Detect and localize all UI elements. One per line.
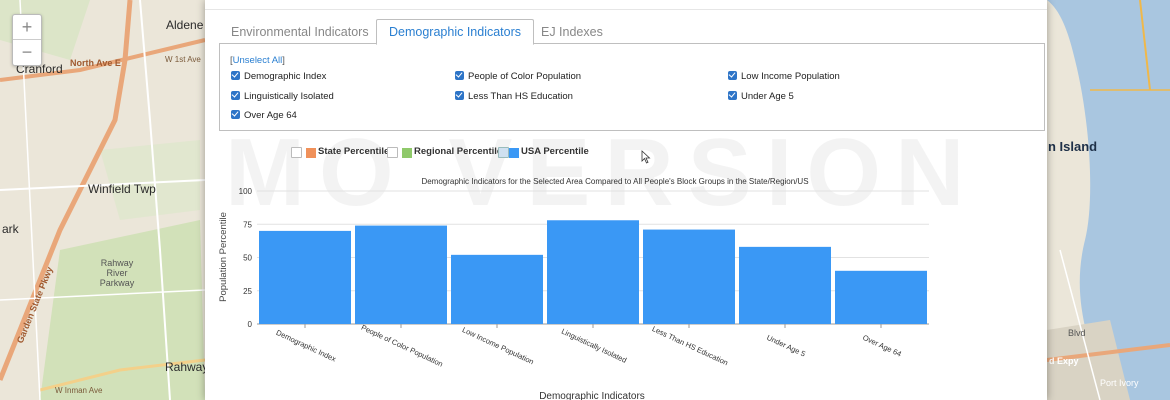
x-tick-label: Under Age 5 bbox=[765, 333, 807, 359]
checkbox-less-than-hs[interactable]: Less Than HS Education bbox=[455, 91, 573, 102]
legend-swatch-regional bbox=[402, 148, 412, 158]
checkbox-people-of-color[interactable]: People of Color Population bbox=[455, 71, 581, 82]
legend-label: Regional Percentile bbox=[414, 146, 503, 157]
x-tick-label: People of Color Population bbox=[360, 323, 445, 369]
x-tick-label: Over Age 64 bbox=[861, 333, 903, 359]
zoom-control: + − bbox=[12, 14, 42, 66]
y-tick-label: 25 bbox=[243, 287, 252, 296]
unselect-bracket-close: ] bbox=[282, 55, 285, 66]
map-label-island: n Island bbox=[1048, 139, 1098, 154]
bar-usa-percentile bbox=[739, 246, 831, 324]
chart-y-axis-label: Population Percentile bbox=[218, 212, 229, 302]
bar-usa-percentile bbox=[451, 254, 543, 324]
tab-demographic-indicators[interactable]: Demographic Indicators bbox=[376, 19, 535, 45]
map-label-aldene: Aldene bbox=[166, 18, 204, 32]
legend-swatch-usa bbox=[509, 148, 519, 158]
y-tick-label: 100 bbox=[239, 187, 253, 196]
checkbox-checked-icon[interactable] bbox=[728, 71, 737, 80]
checkbox-demographic-index[interactable]: Demographic Index bbox=[231, 71, 326, 82]
map-label-rahway-river-parkway: Rahway River Parkway bbox=[99, 258, 135, 288]
bar-usa-percentile bbox=[259, 230, 351, 324]
legend-label: USA Percentile bbox=[521, 146, 589, 157]
dialog-top-strip bbox=[205, 0, 1047, 10]
bar-usa-percentile bbox=[355, 225, 447, 324]
map-label-north-ave: North Ave E bbox=[70, 58, 121, 68]
x-tick-label: Linguistically Isolated bbox=[560, 327, 628, 365]
bar-usa-percentile bbox=[643, 229, 735, 324]
zoom-out-button[interactable]: − bbox=[13, 39, 41, 64]
checkbox-checked-icon[interactable] bbox=[455, 71, 464, 80]
legend-swatch-state bbox=[306, 148, 316, 158]
unselect-all-link[interactable]: Unselect All bbox=[232, 55, 283, 66]
tab-underline bbox=[219, 43, 1045, 44]
mouse-cursor-icon bbox=[641, 150, 651, 164]
x-tick-label: Less Than HS Education bbox=[651, 324, 730, 367]
chart-plot-area: 0 25 50 75 100 Demographic Index People of Col… bbox=[239, 187, 929, 369]
checkbox-label: Over Age 64 bbox=[244, 110, 297, 121]
checkbox-label: Linguistically Isolated bbox=[244, 91, 334, 102]
checkbox-low-income[interactable]: Low Income Population bbox=[728, 71, 840, 82]
chart-title: Demographic Indicators for the Selected … bbox=[421, 177, 808, 186]
report-dialog: MO VERSION Environmental Indicators Demo… bbox=[205, 0, 1047, 400]
unselect-all: [Unselect All] bbox=[230, 55, 285, 66]
y-tick-label: 50 bbox=[243, 254, 252, 263]
legend-checkbox[interactable] bbox=[387, 147, 398, 158]
legend-label: State Percentile bbox=[318, 146, 390, 157]
checkbox-checked-icon[interactable] bbox=[231, 110, 240, 119]
checkbox-label: People of Color Population bbox=[468, 71, 582, 82]
demographic-bar-chart: Demographic Indicators for the Selected … bbox=[218, 177, 929, 400]
checkbox-label: Less Than HS Education bbox=[468, 91, 573, 102]
map-label-port-ivory: Port Ivory bbox=[1100, 378, 1139, 388]
bar-usa-percentile bbox=[835, 270, 927, 324]
legend-checkbox[interactable] bbox=[498, 147, 509, 158]
map-label-ark: ark bbox=[2, 222, 19, 236]
tab-ej-indexes[interactable]: EJ Indexes bbox=[541, 25, 603, 39]
tab-environmental-indicators[interactable]: Environmental Indicators bbox=[231, 25, 369, 39]
checkbox-label: Low Income Population bbox=[741, 71, 840, 82]
indicator-checkbox-panel: [Unselect All] Demographic Index People … bbox=[219, 44, 1045, 131]
bar-usa-percentile bbox=[547, 220, 639, 324]
checkbox-checked-icon[interactable] bbox=[231, 91, 240, 100]
checkbox-checked-icon[interactable] bbox=[728, 91, 737, 100]
unselect-bracket-open: [ bbox=[230, 55, 233, 66]
map-label-winfield-twp: Winfield Twp bbox=[88, 182, 156, 196]
checkbox-linguistically-isolated[interactable]: Linguistically Isolated bbox=[231, 91, 334, 102]
map-label-w-inman-ave: W Inman Ave bbox=[55, 386, 103, 395]
map-label-w-1st-ave: W 1st Ave bbox=[165, 55, 201, 64]
legend-checkbox[interactable] bbox=[291, 147, 302, 158]
checkbox-label: Under Age 5 bbox=[741, 91, 794, 102]
x-tick-label: Low Income Population bbox=[461, 325, 535, 366]
x-tick-label: Demographic Index bbox=[275, 328, 338, 364]
y-tick-label: 75 bbox=[243, 220, 252, 229]
map-label-rahway: Rahway bbox=[165, 360, 209, 374]
checkbox-under-age-5[interactable]: Under Age 5 bbox=[728, 91, 794, 102]
map-label-expy: d Expy bbox=[1049, 356, 1079, 366]
chart-x-axis-label: Demographic Indicators bbox=[539, 391, 645, 400]
map-label-blvd: Blvd bbox=[1068, 328, 1086, 338]
zoom-in-button[interactable]: + bbox=[21, 17, 33, 37]
checkbox-label: Demographic Index bbox=[244, 71, 327, 82]
checkbox-checked-icon[interactable] bbox=[455, 91, 464, 100]
checkbox-checked-icon[interactable] bbox=[231, 71, 240, 80]
checkbox-over-age-64[interactable]: Over Age 64 bbox=[231, 110, 297, 121]
y-tick-label: 0 bbox=[248, 320, 253, 329]
